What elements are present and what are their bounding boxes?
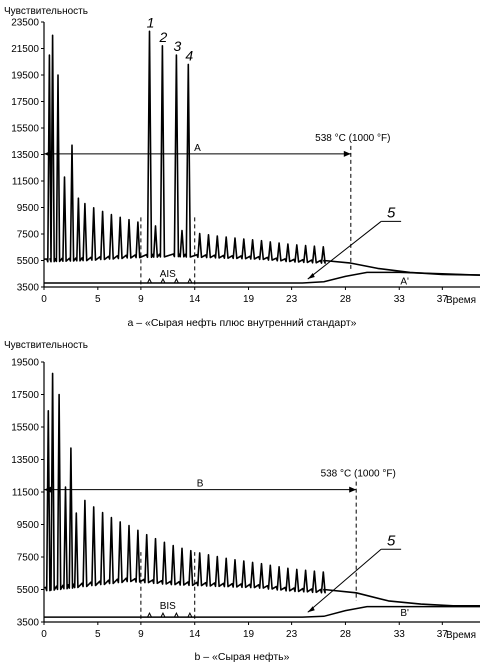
baseline-trace xyxy=(44,605,480,618)
range-label: B xyxy=(197,479,204,490)
peak-number-label: 4 xyxy=(185,47,193,63)
x-tick-label: 19 xyxy=(243,629,255,640)
x-tick-label: 23 xyxy=(286,294,298,305)
baseline-peak xyxy=(187,277,193,284)
chromatogram-trace xyxy=(43,30,481,276)
baseline-peak xyxy=(173,612,179,618)
y-tick-label: 5500 xyxy=(17,256,40,267)
panel-caption: a – «Сырая нефть плюс внутренний стандар… xyxy=(127,317,356,329)
y-tick-label: 15500 xyxy=(11,124,39,135)
x-tick-label: 37 xyxy=(437,629,449,640)
baseline-peak xyxy=(160,277,166,284)
range-arrowhead-right xyxy=(343,150,351,157)
panel-caption: b – «Сырая нефть» xyxy=(195,651,290,663)
x-tick-label: 9 xyxy=(138,629,144,640)
y-tick-label: 3500 xyxy=(17,283,40,294)
baseline-label: AIS xyxy=(160,269,176,280)
pointer-arrowhead xyxy=(307,606,315,613)
y-tick-label: 19500 xyxy=(11,71,39,82)
baseline-peak xyxy=(147,277,152,284)
range-arrowhead-right xyxy=(349,486,357,493)
x-tick-label: 28 xyxy=(340,629,352,640)
peak-number-label: 2 xyxy=(159,29,168,45)
range-arrowhead-left xyxy=(44,150,51,157)
y-tick-label: 17500 xyxy=(11,390,39,401)
x-tick-label: 5 xyxy=(95,629,101,640)
pointer-label: 5 xyxy=(387,204,396,221)
x-tick-label: 37 xyxy=(437,294,449,305)
rise-label: A' xyxy=(400,276,409,287)
x-tick-label: 5 xyxy=(95,294,101,305)
y-tick-label: 7500 xyxy=(17,230,40,241)
y-tick-label: 11500 xyxy=(12,177,40,188)
baseline-peak xyxy=(173,277,179,284)
x-tick-label: 33 xyxy=(394,294,406,305)
baseline-peak xyxy=(187,612,193,618)
rise-label: B' xyxy=(400,608,409,619)
chart-panel-a: Чувствительность Время a – «Сырая нефть … xyxy=(4,6,481,329)
x-tick-label: 0 xyxy=(41,629,47,640)
y-tick-label: 13500 xyxy=(11,455,39,466)
pointer-line xyxy=(307,548,382,613)
y-tick-label: 21500 xyxy=(11,44,39,55)
peak-number-label: 1 xyxy=(147,14,155,30)
x-tick-label: 28 xyxy=(340,294,352,305)
chromatogram-trace xyxy=(43,372,480,607)
y-tick-label: 3500 xyxy=(17,618,40,629)
y-axis-label: Чувствительность xyxy=(4,340,88,351)
y-tick-label: 19500 xyxy=(11,358,39,369)
x-tick-label: 19 xyxy=(243,294,255,305)
y-tick-label: 17500 xyxy=(11,97,39,108)
y-tick-label: 7500 xyxy=(17,553,40,564)
pointer-line xyxy=(307,221,382,280)
range-label: A xyxy=(194,143,201,154)
chart-panel-b: Чувствительность Время b – «Сырая нефть»… xyxy=(4,340,480,663)
y-tick-label: 15500 xyxy=(11,423,39,434)
pointer-label: 5 xyxy=(387,532,396,549)
x-tick-label: 0 xyxy=(41,294,47,305)
temperature-label: 538 °C (1000 °F) xyxy=(321,469,396,480)
y-tick-label: 5500 xyxy=(17,585,40,596)
peak-number-label: 3 xyxy=(174,38,182,54)
y-tick-label: 11500 xyxy=(12,488,40,499)
baseline-trace xyxy=(44,271,481,284)
x-tick-label: 33 xyxy=(394,629,406,640)
pointer-arrowhead xyxy=(307,273,315,280)
y-axis-label: Чувствительность xyxy=(4,6,88,17)
baseline-label: BIS xyxy=(160,601,176,612)
range-arrowhead-left xyxy=(44,486,51,493)
baseline-peak xyxy=(147,612,152,618)
x-tick-label: 14 xyxy=(189,294,201,305)
x-tick-label: 23 xyxy=(286,629,298,640)
y-tick-label: 23500 xyxy=(11,18,39,29)
x-axis-label: Время xyxy=(446,630,476,641)
temperature-label: 538 °C (1000 °F) xyxy=(315,133,390,144)
x-tick-label: 9 xyxy=(138,294,144,305)
x-tick-label: 14 xyxy=(189,629,201,640)
x-axis-label: Время xyxy=(446,295,476,306)
y-tick-label: 9500 xyxy=(17,520,40,531)
baseline-peak xyxy=(160,612,166,618)
y-tick-label: 9500 xyxy=(17,203,40,214)
y-tick-label: 13500 xyxy=(11,150,39,161)
